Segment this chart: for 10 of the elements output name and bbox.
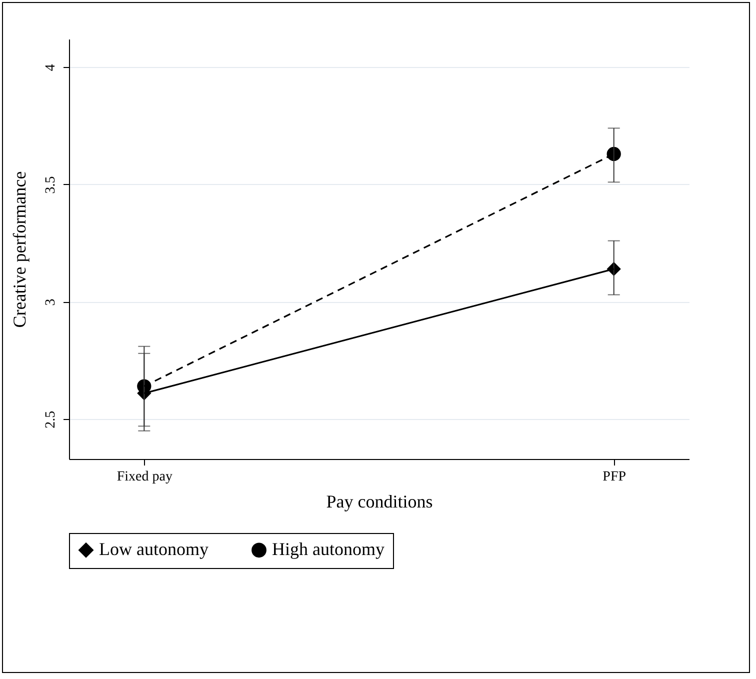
x-tick-label: Fixed pay bbox=[116, 470, 172, 484]
y-tick-label: 4 bbox=[44, 64, 58, 72]
y-tick-label: 3 bbox=[44, 298, 58, 306]
legend-label: Low autonomy bbox=[99, 539, 208, 560]
y-axis-title: Creative performance bbox=[10, 171, 30, 328]
x-axis-title: Pay conditions bbox=[326, 492, 433, 512]
x-tick-label: PFP bbox=[602, 470, 626, 484]
y-tick-label: 3.5 bbox=[44, 176, 58, 194]
legend-label: High autonomy bbox=[272, 539, 384, 560]
y-tick-label: 2.5 bbox=[44, 410, 58, 428]
